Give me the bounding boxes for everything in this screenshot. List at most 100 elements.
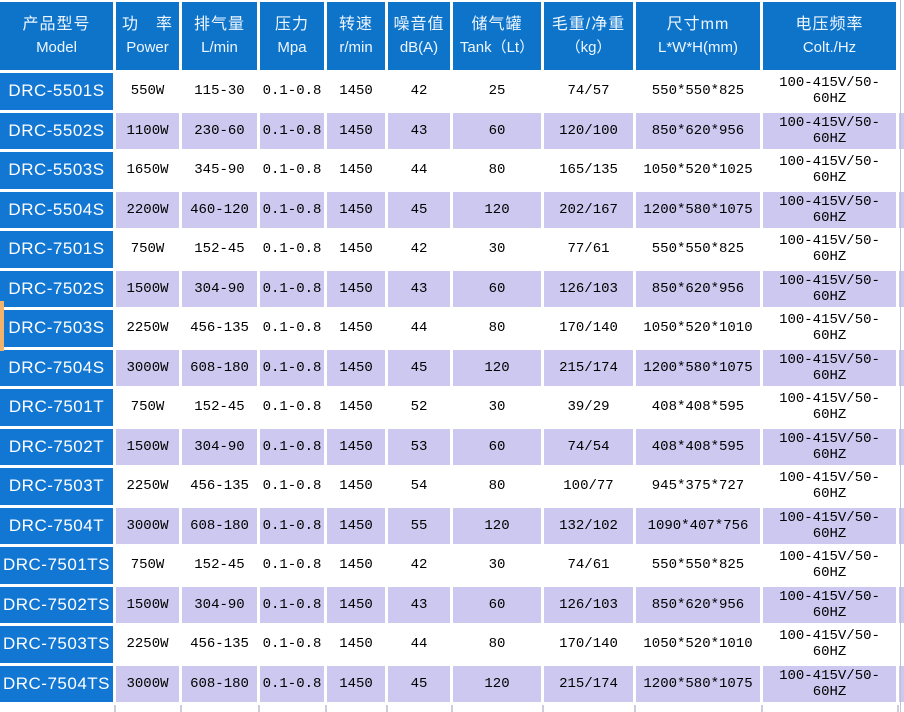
data-cell: 115-30 xyxy=(182,73,257,110)
data-cell: 120/100 xyxy=(544,112,633,149)
column-header-cell: 排气量 L/min xyxy=(182,2,257,70)
data-cell: 120 xyxy=(453,349,541,386)
data-cell: 456-135 xyxy=(182,468,257,505)
data-cell: 80 xyxy=(453,152,541,189)
data-cell: 100-415V/50-60HZ xyxy=(763,468,896,505)
data-cell: 1450 xyxy=(327,310,385,347)
column-header-cell: 电压频率 Colt./Hz xyxy=(763,2,896,70)
data-cell: 460-120 xyxy=(182,191,257,228)
data-cell: 608-180 xyxy=(182,665,257,702)
data-cell: 60 xyxy=(453,586,541,623)
table-edge-sliver xyxy=(899,2,904,70)
data-cell: 202/167 xyxy=(544,191,633,228)
table-edge-sliver xyxy=(899,428,904,465)
header-label-zh: 产品型号 xyxy=(22,15,91,33)
data-cell: 1500W xyxy=(116,586,179,623)
data-cell: 170/140 xyxy=(544,310,633,347)
header-label-zh: 电压频率 xyxy=(795,15,864,33)
data-cell: 408*408*595 xyxy=(636,389,760,426)
data-cell: 456-135 xyxy=(182,626,257,663)
data-cell: 550*550*825 xyxy=(636,73,760,110)
data-cell: 1500W xyxy=(116,270,179,307)
data-cell: 2200W xyxy=(116,191,179,228)
header-label-zh: 压力 xyxy=(274,15,309,33)
data-cell: 304-90 xyxy=(182,428,257,465)
data-cell: 0.1-0.8 xyxy=(260,270,324,307)
data-cell: 0.1-0.8 xyxy=(260,547,324,584)
data-cell: 45 xyxy=(388,665,450,702)
data-cell: 215/174 xyxy=(544,665,633,702)
data-cell: 30 xyxy=(453,231,541,268)
data-cell: 3000W xyxy=(116,507,179,544)
data-cell: 152-45 xyxy=(182,231,257,268)
column-header-cell: 压力 Mpa xyxy=(260,2,324,70)
table-row: DRC-7503S 2250W 456-135 0.1-0.8 1450 44 80 170/… xyxy=(0,310,904,347)
data-cell: 42 xyxy=(388,547,450,584)
data-cell: 608-180 xyxy=(182,349,257,386)
right-edge-line xyxy=(900,0,901,712)
data-cell: 120 xyxy=(453,665,541,702)
grid-stub xyxy=(114,705,116,712)
selection-handle-strip xyxy=(0,301,4,351)
data-cell: 152-45 xyxy=(182,389,257,426)
data-cell: 100-415V/50-60HZ xyxy=(763,73,896,110)
data-cell: 53 xyxy=(388,428,450,465)
data-cell: 750W xyxy=(116,547,179,584)
data-cell: 408*408*595 xyxy=(636,428,760,465)
column-header-cell: 储气罐 Tank（Lt） xyxy=(453,2,541,70)
data-cell: 44 xyxy=(388,626,450,663)
table-row: DRC-5501S 550W 115-30 0.1-0.8 1450 42 25 74/57 5… xyxy=(0,73,904,110)
model-cell: DRC-5504S xyxy=(0,191,113,228)
data-cell: 100-415V/50-60HZ xyxy=(763,428,896,465)
data-cell: 345-90 xyxy=(182,152,257,189)
grid-stub xyxy=(634,705,636,712)
data-cell: 1650W xyxy=(116,152,179,189)
data-cell: 43 xyxy=(388,112,450,149)
table-row: DRC-7502S 1500W 304-90 0.1-0.8 1450 43 60 126/1… xyxy=(0,270,904,307)
header-label-zh: 排气量 xyxy=(193,15,245,33)
data-cell: 44 xyxy=(388,310,450,347)
header-label-zh: 储气罐 xyxy=(471,15,523,33)
header-label-en: L*W*H(mm) xyxy=(658,38,738,56)
data-cell: 74/61 xyxy=(544,547,633,584)
data-cell: 100-415V/50-60HZ xyxy=(763,665,896,702)
data-cell: 850*620*956 xyxy=(636,586,760,623)
header-label-en: Mpa xyxy=(277,38,307,56)
data-cell: 1050*520*1025 xyxy=(636,152,760,189)
column-header-cell: 毛重/净重 （kg） xyxy=(544,2,633,70)
data-cell: 25 xyxy=(453,73,541,110)
data-cell: 0.1-0.8 xyxy=(260,507,324,544)
table-row: DRC-7501S 750W 152-45 0.1-0.8 1450 42 30 77/61 5… xyxy=(0,231,904,268)
data-cell: 1450 xyxy=(327,586,385,623)
column-header-cell: 转速 r/min xyxy=(327,2,385,70)
data-cell: 0.1-0.8 xyxy=(260,231,324,268)
data-cell: 74/54 xyxy=(544,428,633,465)
grid-stub xyxy=(542,705,544,712)
data-cell: 43 xyxy=(388,270,450,307)
data-cell: 0.1-0.8 xyxy=(260,665,324,702)
data-cell: 39/29 xyxy=(544,389,633,426)
data-cell: 850*620*956 xyxy=(636,112,760,149)
data-cell: 0.1-0.8 xyxy=(260,428,324,465)
data-cell: 0.1-0.8 xyxy=(260,468,324,505)
table-edge-sliver xyxy=(899,231,904,268)
data-cell: 550*550*825 xyxy=(636,547,760,584)
table-edge-sliver xyxy=(899,270,904,307)
grid-stub xyxy=(180,705,182,712)
data-cell: 100-415V/50-60HZ xyxy=(763,191,896,228)
data-cell: 1450 xyxy=(327,389,385,426)
data-cell: 42 xyxy=(388,73,450,110)
table-body: DRC-5501S 550W 115-30 0.1-0.8 1450 42 25 74/57 5… xyxy=(0,73,904,702)
column-header-cell: 功 率 Power xyxy=(116,2,179,70)
model-cell: DRC-7504S xyxy=(0,349,113,386)
data-cell: 77/61 xyxy=(544,231,633,268)
table-edge-sliver xyxy=(899,547,904,584)
grid-stub xyxy=(897,705,899,712)
data-cell: 0.1-0.8 xyxy=(260,310,324,347)
data-cell: 60 xyxy=(453,112,541,149)
data-cell: 1450 xyxy=(327,112,385,149)
data-cell: 55 xyxy=(388,507,450,544)
data-cell: 80 xyxy=(453,310,541,347)
data-cell: 100-415V/50-60HZ xyxy=(763,349,896,386)
model-cell: DRC-7502TS xyxy=(0,586,113,623)
